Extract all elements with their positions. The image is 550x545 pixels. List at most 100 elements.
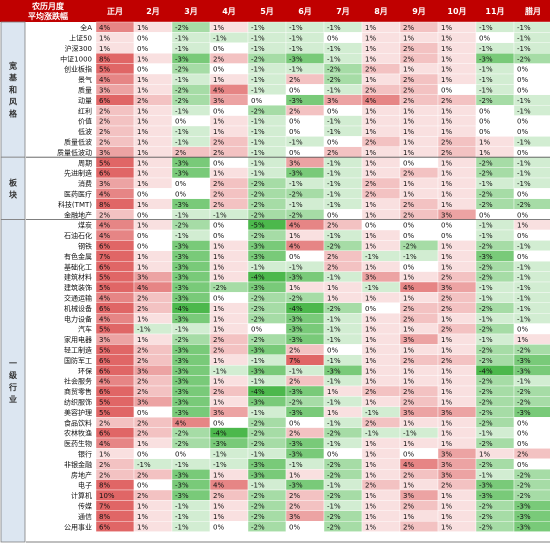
cell-value: -1% — [517, 274, 531, 282]
cell-value: 1% — [517, 222, 528, 230]
cell-value: -3% — [251, 471, 265, 479]
row-label: 传媒 — [78, 502, 92, 511]
cell-value: -5% — [251, 222, 265, 230]
cell-value: 0% — [251, 97, 262, 105]
cell-value: 0% — [517, 149, 528, 157]
cell-value: 1% — [137, 253, 148, 261]
cell-value: -2% — [251, 513, 265, 521]
cell-value: 3% — [441, 471, 452, 479]
column-header: 11月 — [485, 7, 504, 16]
cell-value: 2% — [99, 461, 110, 469]
cell-value: 1% — [213, 378, 224, 386]
cell-value: -2% — [213, 284, 227, 292]
cell-value: 1% — [365, 347, 376, 355]
cell-value: 1% — [137, 170, 148, 178]
cell-value: 1% — [441, 243, 452, 251]
cell-value: 1% — [137, 55, 148, 63]
cell-value: -2% — [479, 97, 493, 105]
cell-value: 2% — [327, 149, 338, 157]
row-label: 计算机 — [71, 491, 92, 500]
cell-value: -3% — [175, 284, 189, 292]
cell-value: -2% — [479, 243, 493, 251]
group-label-box — [0, 21, 26, 158]
cell-value: -1% — [327, 399, 341, 407]
cell-value: 0% — [517, 232, 528, 240]
cell-value: 3% — [441, 451, 452, 459]
cell-value: 1% — [403, 378, 414, 386]
cell-value: -2% — [517, 388, 531, 396]
cell-value: 1% — [137, 503, 148, 511]
cell-value: -1% — [327, 440, 341, 448]
cell-value: 4% — [99, 191, 110, 199]
cell-value: 1% — [441, 191, 452, 199]
cell-value: 1% — [479, 149, 490, 157]
row-label: 金融地产 — [64, 210, 92, 219]
row-label: 轻工制造 — [64, 346, 92, 355]
cell-value: 2% — [213, 149, 224, 157]
cell-value: -3% — [289, 55, 303, 63]
cell-value: 3% — [213, 97, 224, 105]
row-label: 电力设备 — [64, 314, 92, 323]
cell-value: -1% — [289, 24, 303, 32]
cell-value: 0% — [175, 451, 186, 459]
cell-value: 3% — [99, 336, 110, 344]
cell-value: -1% — [403, 253, 417, 261]
cell-value: -1% — [251, 139, 265, 147]
cell-value: -2% — [479, 523, 493, 531]
header-title-line2: 平均涨跌幅 — [28, 11, 68, 21]
cell-value: -3% — [517, 513, 531, 521]
cell-value: -2% — [175, 87, 189, 95]
cell-value: 1% — [365, 451, 376, 459]
cell-value: 1% — [213, 170, 224, 178]
cell-value: -3% — [175, 492, 189, 500]
row-label: 全A — [80, 23, 92, 32]
cell-value: 0% — [479, 211, 490, 219]
cell-value: -4% — [289, 305, 303, 313]
cell-value: 2% — [403, 503, 414, 511]
cell-value: -2% — [327, 243, 341, 251]
cell-value: 1% — [517, 336, 528, 344]
cell-value: -2% — [251, 232, 265, 240]
cell-value: -1% — [327, 274, 341, 282]
cell-value: -3% — [289, 274, 303, 282]
cell-value: -2% — [289, 295, 303, 303]
group-label-box — [0, 156, 26, 220]
cell-value: 3% — [137, 367, 148, 375]
cell-value: 1% — [213, 326, 224, 334]
cell-value: -1% — [327, 419, 341, 427]
heatmap-cell — [513, 521, 550, 532]
cell-value: -1% — [289, 201, 303, 209]
row-label: 科技(TMT) — [58, 200, 92, 209]
cell-value: 0% — [213, 66, 224, 74]
cell-value: 1% — [365, 523, 376, 531]
cell-value: 2% — [99, 419, 110, 427]
cell-value: -3% — [517, 523, 531, 531]
cell-value: 1% — [365, 201, 376, 209]
cell-value: 2% — [289, 347, 300, 355]
cell-value: -1% — [479, 336, 493, 344]
cell-value: -3% — [517, 409, 531, 417]
row-label: 建筑装饰 — [64, 283, 92, 292]
cell-value: 0% — [403, 159, 414, 167]
cell-value: -3% — [251, 253, 265, 261]
cell-value: 1% — [137, 523, 148, 531]
row-label: 汽车 — [78, 325, 92, 334]
cell-value: -3% — [251, 367, 265, 375]
cell-value: 1% — [441, 367, 452, 375]
cell-value: -3% — [289, 440, 303, 448]
cell-value: 0% — [137, 66, 148, 74]
cell-value: -3% — [251, 284, 265, 292]
cell-value: -1% — [213, 35, 227, 43]
cell-value: 4% — [175, 419, 186, 427]
cell-value: -1% — [251, 357, 265, 365]
cell-value: 1% — [327, 409, 338, 417]
cell-value: 1% — [365, 440, 376, 448]
cell-value: -3% — [479, 253, 493, 261]
column-header: 4月 — [222, 7, 236, 16]
cell-value: 2% — [441, 97, 452, 105]
cell-value: 0% — [213, 45, 224, 53]
cell-value: 0% — [137, 35, 148, 43]
cell-value: 2% — [327, 222, 338, 230]
cell-value: -2% — [175, 97, 189, 105]
cell-value: -2% — [175, 440, 189, 448]
